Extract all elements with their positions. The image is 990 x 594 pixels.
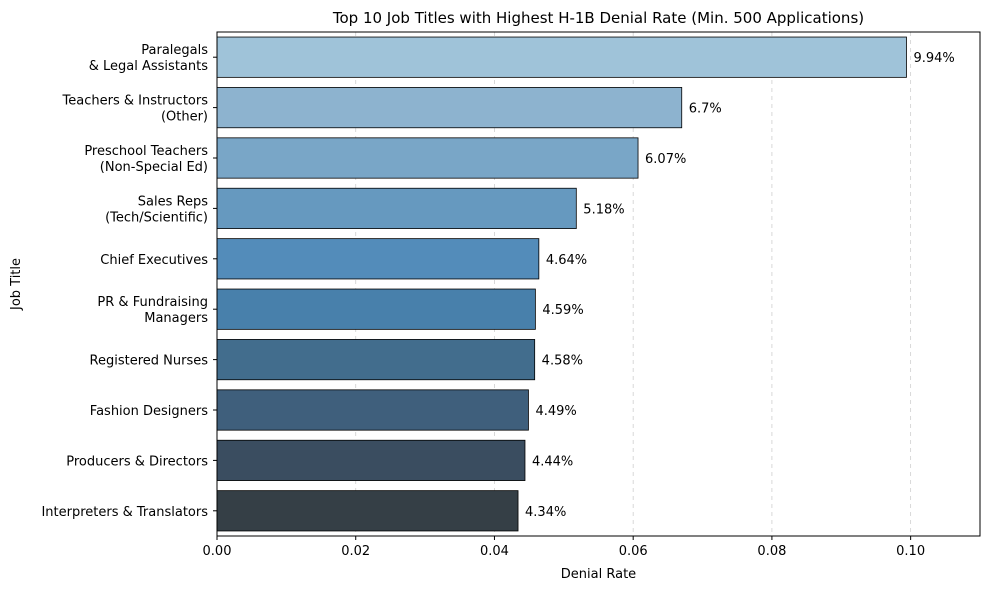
y-tick-label-line: Teachers & Instructors	[62, 94, 209, 109]
y-tick-label: Sales Reps (Tech/Scientific)	[105, 194, 208, 225]
y-tick-label-line: (Non-Special Ed)	[100, 160, 208, 175]
x-tick-label: 0.08	[757, 544, 786, 559]
y-tick-label-line: (Other)	[161, 110, 208, 125]
data-label: 4.49%	[535, 404, 576, 419]
bar	[216, 339, 536, 381]
data-label: 5.18%	[583, 202, 624, 217]
bar	[216, 389, 529, 431]
x-tick-label: 0.06	[619, 544, 648, 559]
y-tick-label-line: PR & Fundraising	[97, 295, 208, 310]
y-tick-label-line: (Tech/Scientific)	[105, 210, 208, 225]
y-tick-label: PR & Fundraising Managers	[97, 295, 208, 326]
y-tick-label-line: Fashion Designers	[90, 404, 208, 419]
data-label: 4.59%	[542, 303, 583, 318]
chart-title: Top 10 Job Titles with Highest H-1B Deni…	[332, 9, 864, 27]
bar	[216, 187, 577, 229]
y-tick-label: Producers & Directors	[66, 454, 208, 469]
data-label: 9.94%	[913, 51, 954, 66]
y-tick-label-line: Paralegals	[141, 43, 208, 58]
bar	[216, 490, 519, 532]
y-tick-label-line: & Legal Assistants	[89, 59, 208, 74]
y-tick-label-line: Preschool Teachers	[84, 144, 208, 159]
y-tick-label-line: Interpreters & Translators	[41, 505, 208, 520]
bar	[216, 288, 536, 330]
data-label: 6.07%	[645, 152, 686, 167]
x-axis-label: Denial Rate	[561, 567, 636, 582]
y-tick-label-line: Sales Reps	[138, 194, 208, 209]
data-label: 6.7%	[689, 102, 722, 117]
x-tick-label: 0.10	[896, 544, 925, 559]
y-tick-label-line: Managers	[144, 311, 208, 326]
x-tick-label: 0.04	[480, 544, 509, 559]
data-label: 4.34%	[525, 505, 566, 520]
data-label: 4.64%	[546, 253, 587, 268]
data-label: 4.44%	[532, 454, 573, 469]
y-tick-label-line: Producers & Directors	[66, 454, 208, 469]
y-tick-label: Teachers & Instructors (Other)	[62, 94, 209, 125]
y-tick-label: Preschool Teachers (Non-Special Ed)	[84, 144, 208, 175]
bar	[216, 439, 526, 481]
bar	[216, 238, 540, 280]
x-tick-label: 0.02	[341, 544, 370, 559]
y-axis-label: Job Title	[9, 258, 24, 311]
plot-frame	[216, 31, 981, 537]
data-label: 4.58%	[542, 354, 583, 369]
y-tick-label: Fashion Designers	[90, 404, 208, 419]
bar	[216, 87, 683, 129]
y-tick-label-line: Chief Executives	[100, 253, 208, 268]
y-tick-label: Interpreters & Translators	[41, 505, 208, 520]
bar	[216, 36, 907, 78]
y-tick-label-line: Registered Nurses	[90, 354, 209, 369]
y-tick-label: Chief Executives	[100, 253, 208, 268]
x-tick-label: 0.00	[203, 544, 232, 559]
y-tick-label: Registered Nurses	[90, 354, 209, 369]
bar	[216, 137, 639, 179]
y-tick-label: Paralegals & Legal Assistants	[89, 43, 208, 74]
